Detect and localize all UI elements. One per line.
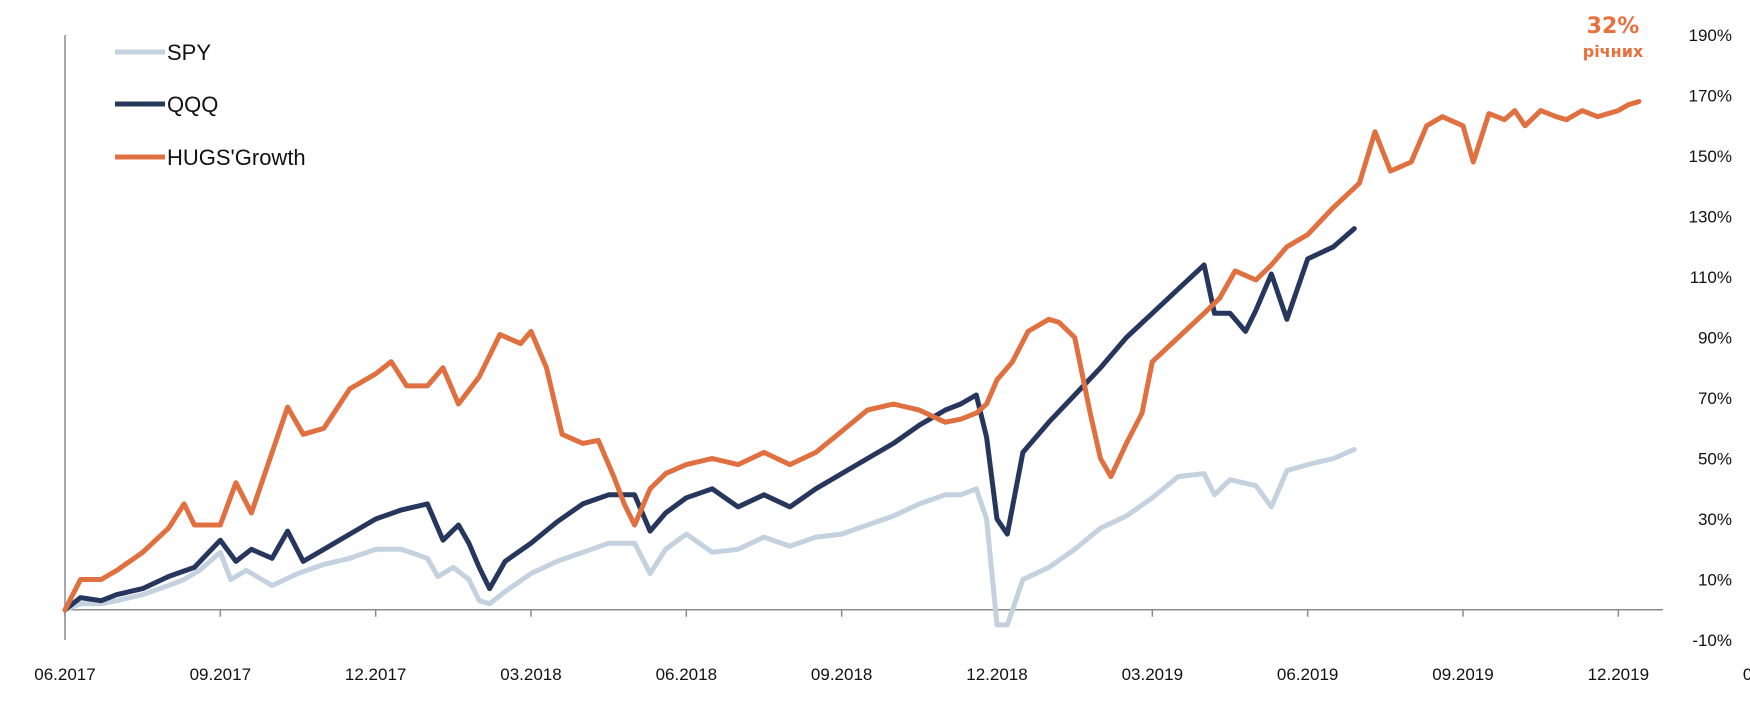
y-tick-label: 190%: [1689, 26, 1732, 45]
annotation-label: річних: [1583, 42, 1644, 61]
y-tick-label: 30%: [1698, 510, 1732, 529]
annotation: 32% річних: [1583, 14, 1644, 61]
x-tick-label: 03.2020: [1743, 665, 1750, 684]
x-tick-label: 12.2018: [966, 665, 1027, 684]
series-line-qqq: [62, 226, 1357, 613]
legend-label: HUGS'Growth: [167, 145, 306, 170]
y-tick-label: -10%: [1692, 631, 1732, 650]
x-tick-label: 06.2017: [34, 665, 95, 684]
y-tick-label: 10%: [1698, 571, 1732, 590]
annotation-value: 32%: [1587, 14, 1640, 39]
legend-label: SPY: [167, 40, 211, 65]
y-tick-label: 150%: [1689, 147, 1732, 166]
x-tick-label: 09.2017: [190, 665, 251, 684]
series-line-hugs-growth: [62, 99, 1642, 613]
x-tick-label: 06.2018: [656, 665, 717, 684]
axes: 06.2017 09.2017 12.2017 03.2018 06.2018 09.20…: [34, 26, 1750, 684]
legend-label: QQQ: [167, 92, 218, 117]
legend: SPY QQQ HUGS'Growth: [115, 40, 306, 170]
x-tick-label: 03.2019: [1122, 665, 1183, 684]
y-tick-label: 90%: [1698, 329, 1732, 348]
x-tick-label: 03.2018: [500, 665, 561, 684]
x-tick-label: 12.2019: [1588, 665, 1649, 684]
y-tick-label: 170%: [1689, 87, 1732, 106]
x-tick-label: 12.2017: [345, 665, 406, 684]
x-tick-label: 09.2019: [1432, 665, 1493, 684]
series-lines: [62, 99, 1642, 628]
y-tick-label: 70%: [1698, 389, 1732, 408]
x-tick-label: 06.2019: [1277, 665, 1338, 684]
y-tick-label: 110%: [1690, 268, 1732, 287]
series-line-spy: [62, 446, 1357, 628]
y-tick-label: 50%: [1698, 450, 1732, 469]
y-tick-label: 130%: [1689, 208, 1732, 227]
x-tick-label: 09.2018: [811, 665, 872, 684]
